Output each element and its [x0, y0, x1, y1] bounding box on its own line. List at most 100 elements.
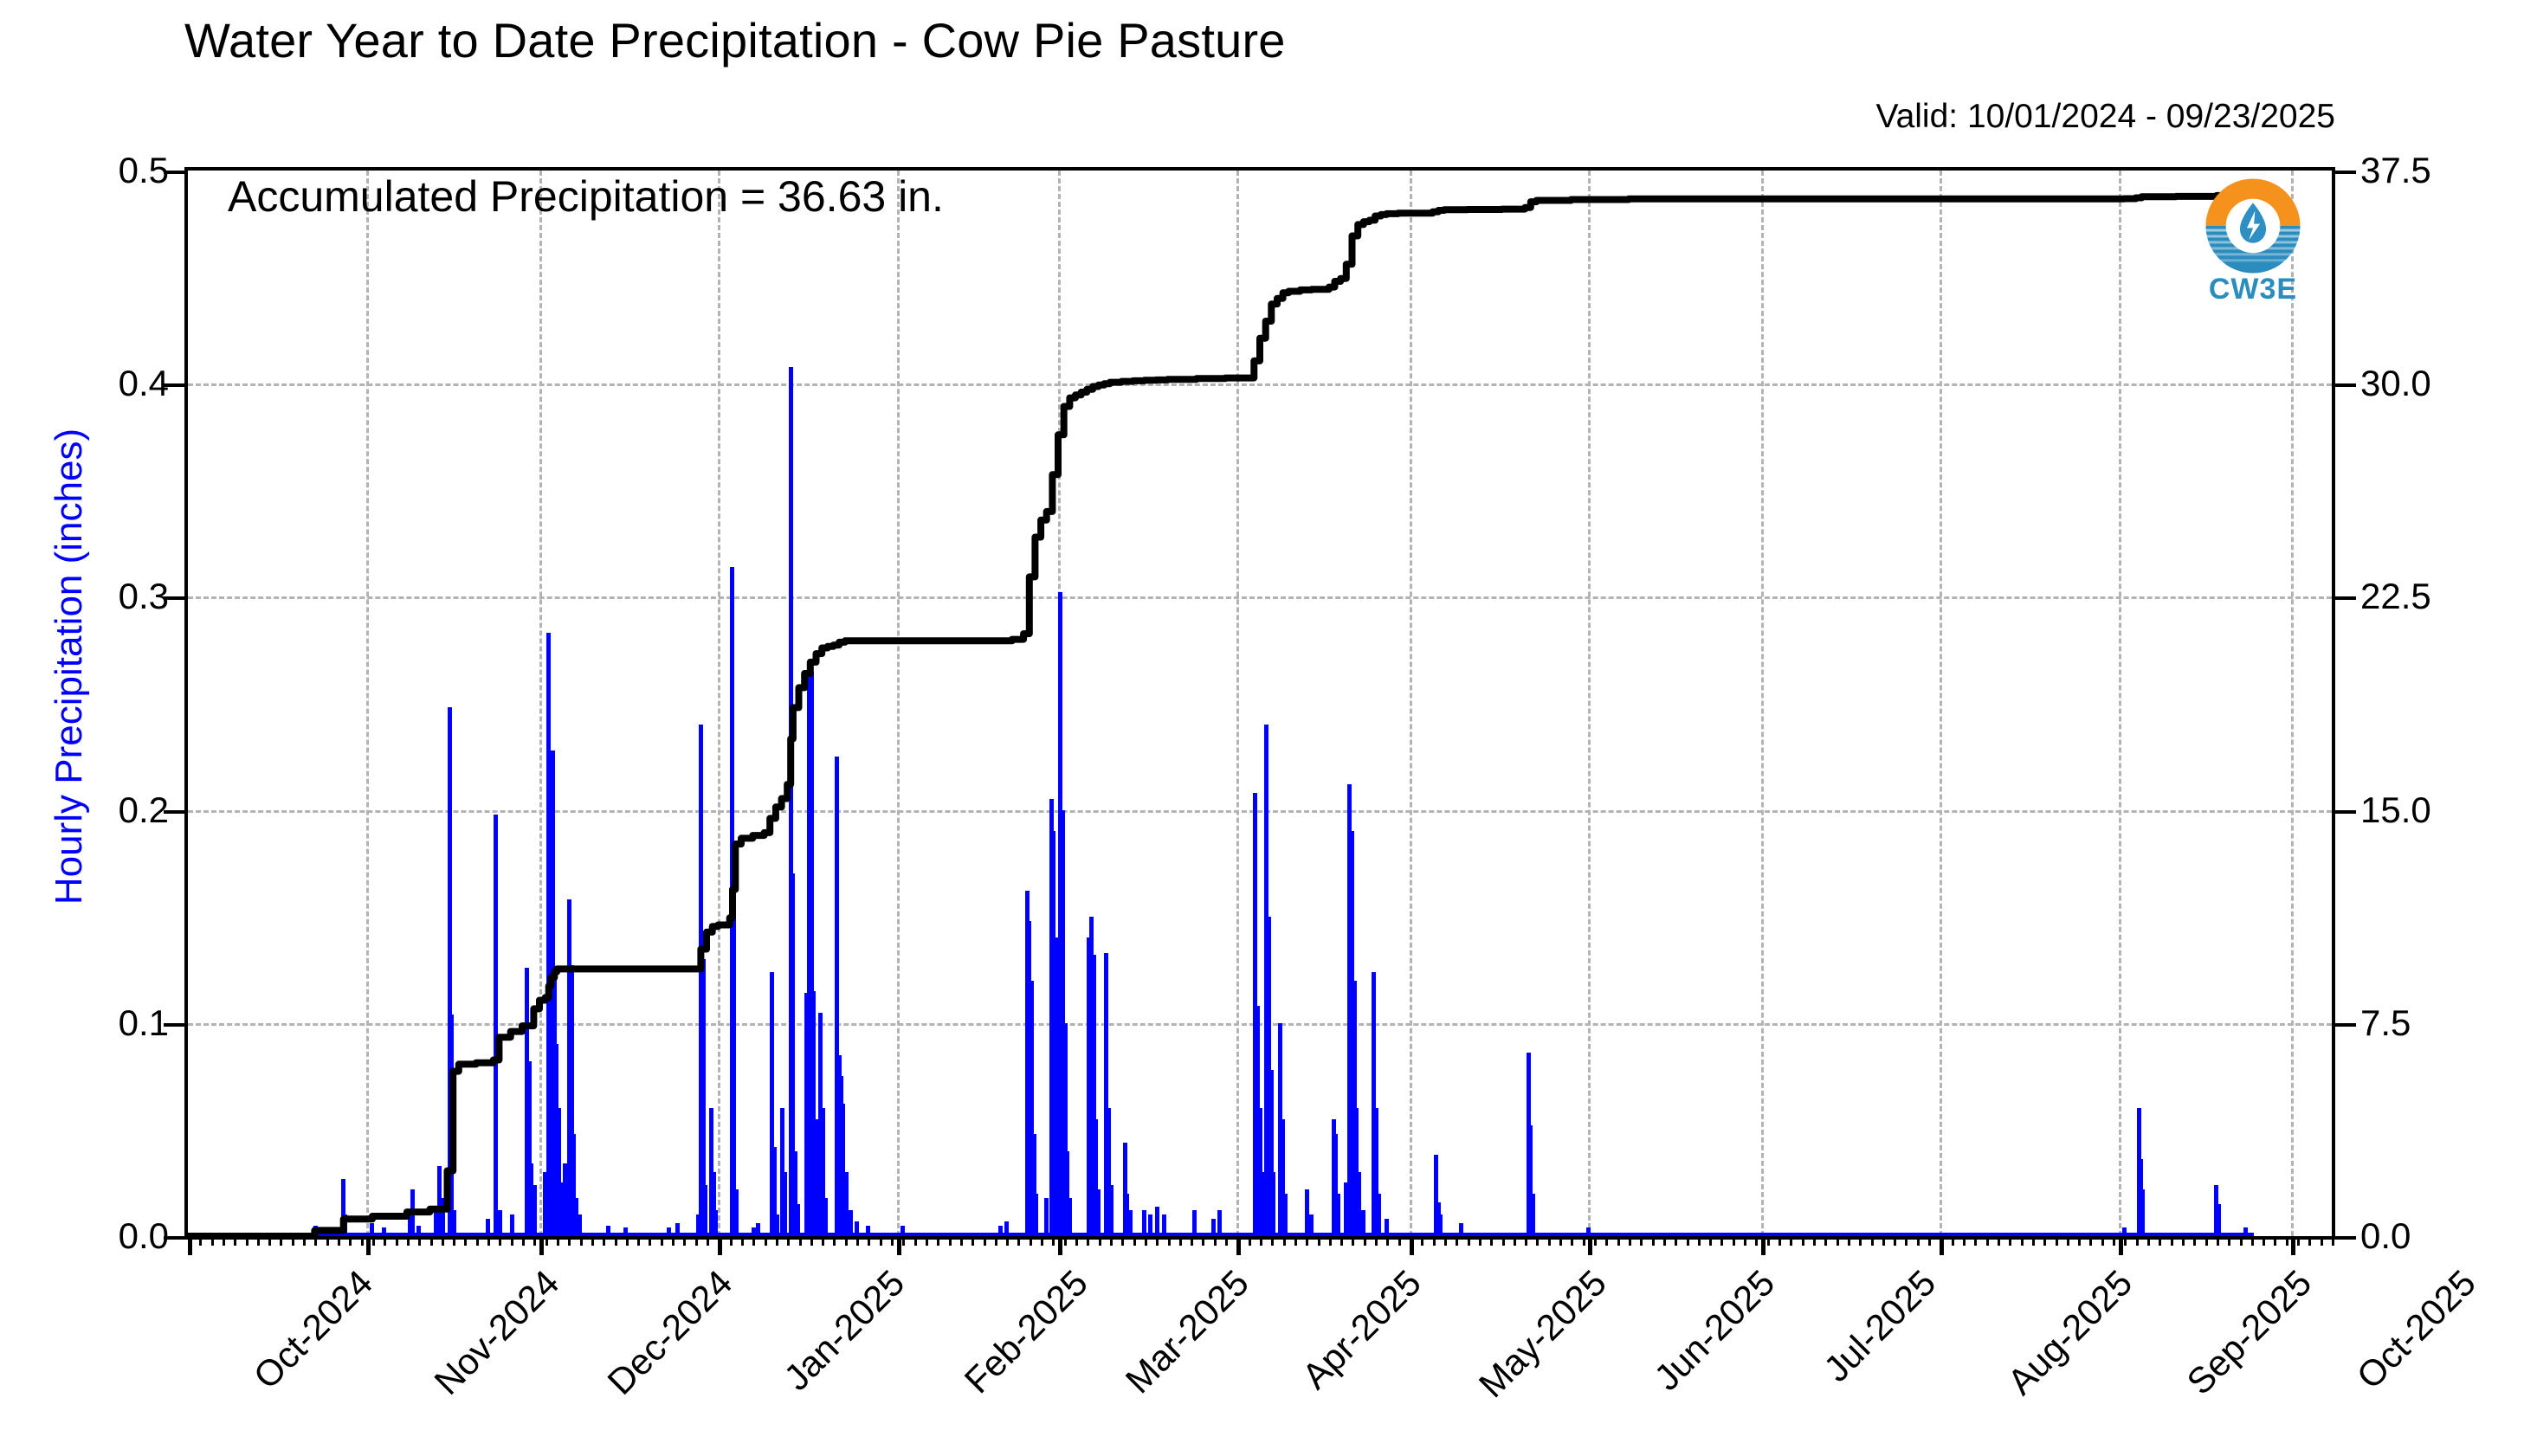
precipitation-bar	[1384, 1219, 1389, 1236]
precipitation-bar	[1027, 920, 1032, 1236]
y-tick-label-left: 0.4	[118, 363, 169, 404]
x-minor-tick	[406, 1236, 410, 1246]
x-tick-mark	[1761, 1236, 1766, 1255]
y-tick-mark-left	[164, 1022, 184, 1027]
x-minor-tick	[1697, 1236, 1701, 1246]
x-minor-tick	[1236, 1236, 1240, 1246]
precipitation-bar	[807, 665, 811, 1236]
precipitation-bar	[793, 1150, 798, 1236]
precipitation-bar	[1031, 1133, 1036, 1236]
precipitation-bar	[813, 1118, 818, 1236]
precipitation-bar	[1336, 1193, 1341, 1236]
x-minor-tick	[625, 1236, 629, 1246]
precipitation-bar	[1096, 1189, 1101, 1236]
x-minor-tick	[1006, 1236, 1010, 1246]
x-minor-tick	[1467, 1236, 1470, 1246]
x-minor-tick	[591, 1236, 594, 1246]
precipitation-bar	[1128, 1210, 1133, 1236]
x-minor-tick	[1041, 1236, 1044, 1246]
y-tick-mark-right	[2335, 383, 2356, 388]
x-minor-tick	[1282, 1236, 1286, 1246]
plot-inner	[188, 171, 2332, 1236]
x-minor-tick	[1121, 1236, 1125, 1246]
x-minor-tick	[1882, 1236, 1885, 1246]
precipitation-bar	[841, 1104, 846, 1236]
x-minor-tick	[2113, 1236, 2116, 1246]
x-minor-tick	[1778, 1236, 1782, 1246]
x-minor-tick	[1766, 1236, 1770, 1246]
x-minor-tick	[1375, 1236, 1378, 1246]
x-minor-tick	[1744, 1236, 1747, 1246]
precipitation-bar	[571, 1133, 576, 1236]
x-minor-tick	[2285, 1236, 2288, 1246]
precipitation-bar	[700, 958, 706, 1236]
precipitation-bar	[1373, 1108, 1378, 1236]
x-minor-tick	[384, 1236, 387, 1246]
x-minor-tick	[1675, 1236, 1678, 1246]
gridline-vertical	[539, 171, 542, 1236]
y-tick-label-left: 0.5	[118, 150, 169, 190]
precipitation-bar	[1282, 1193, 1288, 1236]
precipitation-bar	[780, 1108, 785, 1236]
x-minor-tick	[2147, 1236, 2150, 1246]
x-minor-tick	[188, 1236, 190, 1246]
x-minor-tick	[868, 1236, 871, 1246]
x-minor-tick	[2020, 1236, 2024, 1246]
x-minor-tick	[603, 1236, 606, 1246]
x-minor-tick	[1017, 1236, 1021, 1246]
precipitation-bar	[1264, 725, 1269, 1236]
x-minor-tick	[2263, 1236, 2266, 1246]
precipitation-bar	[834, 757, 839, 1236]
x-minor-tick	[1098, 1236, 1101, 1246]
valid-date-range: Valid: 10/01/2024 - 09/23/2025	[1875, 98, 2335, 135]
precipitation-bar	[900, 1225, 905, 1236]
precipitation-bar	[1271, 1172, 1276, 1236]
x-minor-tick	[1156, 1236, 1159, 1246]
x-minor-tick	[1812, 1236, 1816, 1246]
precipitation-bar	[1211, 1219, 1217, 1236]
x-minor-tick	[464, 1236, 468, 1246]
x-minor-tick	[2274, 1236, 2277, 1246]
x-minor-tick	[210, 1236, 214, 1246]
x-minor-tick	[913, 1236, 917, 1246]
x-minor-tick	[1075, 1236, 1078, 1246]
x-minor-tick	[256, 1236, 260, 1246]
precipitation-bar	[606, 1225, 611, 1236]
precipitation-bar	[1191, 1210, 1197, 1236]
x-minor-tick	[314, 1236, 318, 1246]
y-tick-mark-left	[164, 809, 184, 814]
x-tick-label: Jul-2025	[1816, 1262, 1944, 1390]
precipitation-bar	[711, 1172, 716, 1236]
precipitation-bar	[1436, 1202, 1441, 1236]
x-minor-tick	[614, 1236, 617, 1246]
precipitation-bar	[1257, 1108, 1262, 1236]
x-minor-tick	[672, 1236, 675, 1246]
x-minor-tick	[1963, 1236, 1966, 1246]
y-tick-mark-right	[2335, 596, 2356, 601]
x-minor-tick	[1213, 1236, 1217, 1246]
x-minor-tick	[752, 1236, 756, 1246]
precipitation-bar	[440, 1197, 445, 1236]
x-minor-tick	[371, 1236, 375, 1246]
x-minor-tick	[1191, 1236, 1194, 1246]
x-minor-tick	[533, 1236, 537, 1246]
precipitation-bar	[752, 1227, 757, 1236]
x-minor-tick	[1133, 1236, 1136, 1246]
precipitation-bar	[509, 1214, 514, 1236]
cw3e-logo: CW3E	[2189, 176, 2317, 306]
x-minor-tick	[1352, 1236, 1355, 1246]
precipitation-bar	[1253, 792, 1258, 1236]
precipitation-bar	[756, 1223, 761, 1236]
precipitation-bar	[1281, 1118, 1286, 1236]
y-axis-label-left: Hourly Precipitation (inches)	[48, 428, 90, 905]
x-minor-tick	[1559, 1236, 1563, 1246]
precipitation-bar	[1267, 916, 1272, 1236]
precipitation-bar	[1268, 1069, 1274, 1236]
x-minor-tick	[937, 1236, 940, 1246]
x-minor-tick	[291, 1236, 294, 1246]
precipitation-bar	[1024, 891, 1030, 1236]
precipitation-bar	[772, 1146, 778, 1236]
precipitation-bar	[1331, 1118, 1336, 1236]
x-minor-tick	[683, 1236, 687, 1246]
x-minor-tick	[349, 1236, 352, 1246]
